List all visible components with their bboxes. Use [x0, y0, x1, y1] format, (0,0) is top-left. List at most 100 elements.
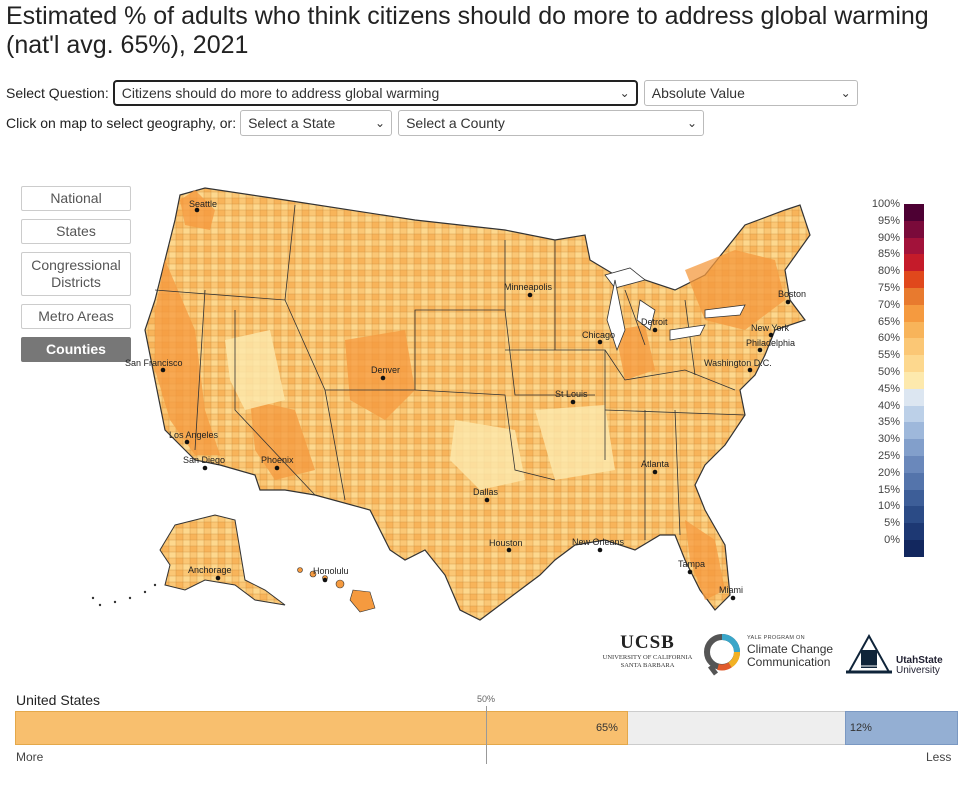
legend-label: 100% [871, 198, 900, 210]
legend-label: 80% [877, 265, 900, 278]
legend-row: 10% [860, 500, 930, 524]
legend-swatch [904, 523, 924, 540]
city-marker [484, 497, 490, 503]
legend-swatch [904, 338, 924, 356]
city-label: New York [751, 323, 790, 333]
contiguous-us-shape[interactable] [144, 187, 811, 621]
legend-swatch [904, 220, 924, 238]
city-label: San Diego [183, 455, 225, 465]
legend-label: 40% [877, 399, 900, 412]
page-title: Estimated % of adults who think citizens… [6, 2, 929, 59]
state-select-value: Select a State [248, 115, 336, 131]
legend-label: 25% [877, 449, 900, 462]
legend-swatch [904, 321, 924, 339]
alaska-shape[interactable] [159, 514, 286, 606]
city-marker [506, 547, 512, 553]
city-label: Tampa [678, 559, 705, 569]
city-marker [527, 292, 533, 298]
legend-swatch [904, 489, 924, 507]
legend-swatch [904, 405, 924, 423]
legend-swatch [904, 506, 924, 524]
states-button[interactable]: States [21, 219, 131, 244]
city-label: Dallas [473, 487, 499, 497]
legend-label: 60% [877, 332, 900, 345]
legend-label: 45% [877, 382, 900, 395]
less-bar [844, 711, 958, 745]
city-label: Philadelphia [746, 338, 795, 348]
yale-line1: Climate Change [747, 642, 834, 656]
legend-label: 95% [877, 214, 900, 227]
legend-row: 55% [860, 349, 930, 372]
usu-building-icon [846, 633, 892, 674]
state-select[interactable]: Select a State ⌄ [240, 110, 393, 136]
lighter-regions [225, 330, 615, 490]
metro-areas-button[interactable]: Metro Areas [21, 304, 131, 329]
city-label: Chicago [582, 330, 615, 340]
legend-row: 60% [860, 332, 930, 356]
chevron-down-icon: ⌄ [687, 116, 698, 130]
city-label: Washington D.C. [704, 358, 772, 368]
legend-swatch [904, 439, 924, 456]
usu-logo-text: UtahState University [896, 656, 943, 676]
city-label: Boston [778, 289, 806, 299]
legend-row: 5% [860, 517, 930, 540]
legend-swatch [904, 539, 924, 557]
legend-label: 70% [877, 298, 900, 311]
choropleth-map[interactable]: Seattle San Francisco Los Angeles San Diego… [85, 180, 825, 625]
congressional-districts-button[interactable]: Congressional Districts [21, 252, 131, 296]
ucsb-logo: UCSB UNIVERSITY OF CALIFORNIA SANTA BARB… [600, 632, 695, 670]
legend-row: 0% [860, 534, 930, 557]
legend-swatch [904, 287, 924, 305]
legend-row: 50% [860, 366, 930, 389]
city-marker [322, 577, 328, 583]
city-label: Denver [371, 365, 400, 375]
mode-select-value: Absolute Value [651, 85, 745, 101]
legend-label: 0% [884, 533, 900, 546]
city-label: Minneapolis [504, 282, 553, 292]
national-button[interactable]: National [21, 186, 131, 211]
legend-swatch [904, 204, 924, 221]
legend-swatch [904, 455, 924, 473]
legend-swatch [904, 237, 924, 255]
question-select-value: Citizens should do more to address globa… [121, 85, 440, 101]
more-value-text: 65% [595, 722, 618, 734]
legend-label: 35% [877, 416, 900, 429]
county-select[interactable]: Select a County ⌄ [398, 110, 705, 136]
city-marker [687, 569, 693, 575]
legend-label: 55% [877, 349, 900, 362]
city-marker [597, 339, 603, 345]
city-marker [194, 207, 200, 213]
city-label: Houston [489, 538, 523, 548]
city-markers: Seattle San Francisco Los Angeles San Diego… [125, 199, 806, 601]
legend-swatch [904, 254, 924, 272]
question-controls: Select Question: Citizens should do more… [6, 80, 864, 106]
city-label: Honolulu [313, 566, 349, 576]
city-marker [215, 575, 221, 581]
county-select-value: Select a County [406, 115, 505, 131]
legend-label: 20% [877, 466, 900, 479]
great-lakes [604, 267, 746, 352]
mode-select[interactable]: Absolute Value ⌄ [643, 80, 858, 106]
legend-label: 15% [877, 483, 900, 496]
midpoint-line [486, 706, 487, 764]
legend-label: 85% [877, 248, 900, 261]
legend-row: 70% [860, 299, 930, 322]
legend-label: 30% [877, 433, 900, 446]
legend-row: 30% [860, 433, 930, 456]
question-select[interactable]: Citizens should do more to address globa… [112, 80, 638, 106]
city-label: Seattle [189, 199, 217, 209]
more-bar [15, 711, 628, 745]
yale-logo-text: Climate Change Communication [747, 643, 833, 669]
city-marker [160, 367, 166, 373]
legend-row: 65% [860, 316, 930, 339]
city-marker [652, 327, 658, 333]
legend-row: 80% [860, 265, 930, 288]
city-label: San Francisco [125, 358, 183, 368]
counties-button[interactable]: Counties [21, 337, 131, 362]
geo-prompt-label: Click on map to select geography, or: [6, 115, 237, 131]
city-marker [570, 399, 576, 405]
less-value-text: 12% [849, 722, 872, 734]
city-marker [274, 465, 280, 471]
usu-line1: UtahState [896, 655, 943, 666]
legend-swatch [904, 388, 924, 406]
